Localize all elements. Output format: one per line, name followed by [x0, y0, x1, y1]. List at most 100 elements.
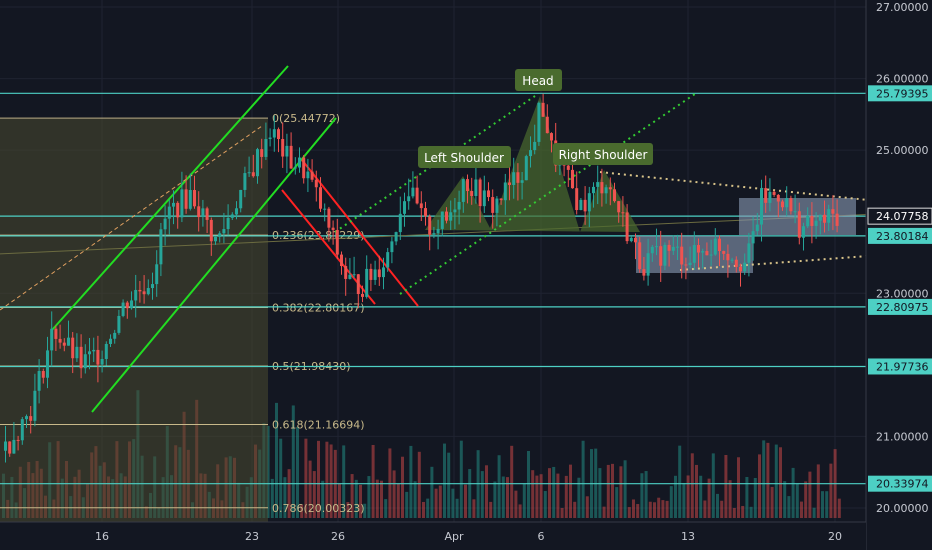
volume-bar [300, 504, 304, 518]
volume-bar [329, 444, 333, 518]
candle-body [214, 236, 217, 242]
candle-body [424, 208, 427, 217]
candle-body [453, 209, 457, 213]
candle-body [806, 215, 810, 227]
volume-bar [665, 500, 669, 518]
candle-body [520, 180, 524, 183]
candle-body [571, 169, 574, 189]
candle-body [751, 231, 755, 244]
volume-bar [287, 469, 291, 518]
volume-bar [531, 470, 535, 518]
volume-bar [602, 506, 606, 518]
volume-bar [569, 464, 572, 518]
candle-body [155, 264, 159, 285]
volume-bar [829, 463, 833, 518]
candle-body [814, 220, 818, 226]
volume-bar [464, 484, 467, 518]
candle-body [524, 156, 528, 181]
triangle-lower [679, 255, 869, 271]
volume-bar [573, 501, 577, 518]
volume-bar [711, 453, 715, 518]
candle-body [797, 211, 801, 238]
volume-bar [812, 507, 816, 518]
volume-bar [455, 498, 459, 518]
candle-body [760, 188, 763, 225]
candle-body [62, 342, 66, 346]
candle-body [46, 350, 49, 378]
fib-label: 0.786(20.00323) [272, 502, 365, 515]
candle-body [314, 179, 318, 188]
candle-body [516, 172, 520, 183]
volume-bar [745, 476, 749, 518]
volume-bar [661, 500, 665, 518]
candle-body [180, 189, 184, 218]
time-tick-label: 6 [538, 530, 545, 543]
time-tick-label: 13 [681, 530, 695, 543]
candle-body [100, 358, 104, 365]
candle-body [655, 246, 658, 248]
fib-zone [0, 119, 268, 550]
volume-bar [816, 464, 820, 518]
candle-body [789, 198, 793, 212]
candle-body [243, 173, 247, 190]
price-level-tag [867, 207, 932, 225]
candle-body [692, 245, 696, 263]
candle-body [33, 390, 37, 421]
falling-channel-upper [301, 159, 419, 307]
volume-bar [808, 471, 812, 518]
volume-bar [657, 497, 661, 518]
candle-body [781, 201, 784, 208]
price-level-tag-label: 20.33974 [876, 478, 929, 491]
candle-body [348, 274, 352, 279]
candle-body [323, 208, 327, 210]
volume-bar [619, 466, 623, 518]
candle-body [134, 289, 138, 301]
candle-body [369, 268, 373, 280]
volume-bar [443, 443, 446, 518]
candle-body [138, 289, 142, 292]
price-level-tag [868, 475, 932, 492]
candle-body [16, 439, 20, 441]
candle-body [117, 315, 121, 333]
candle-body [550, 133, 553, 141]
time-tick-label: 16 [95, 530, 109, 543]
candle-body [638, 242, 642, 270]
candle-body [151, 284, 154, 289]
candle-body [121, 302, 125, 316]
candle-body [310, 171, 314, 180]
volume-bar [724, 455, 728, 518]
volume-bar [669, 486, 673, 518]
volume-bar [401, 456, 404, 518]
volume-bar [459, 440, 463, 518]
candle-body [230, 214, 234, 218]
candle-body [449, 212, 453, 221]
volume-bar [543, 491, 547, 518]
volume-bar [560, 507, 564, 518]
candle-body [608, 187, 612, 190]
volume-bar [396, 483, 400, 518]
candle-body [226, 217, 230, 230]
candle-body [482, 190, 486, 207]
volume-bar [359, 484, 362, 518]
candle-body [600, 182, 604, 194]
volume-bar [732, 507, 736, 518]
volume-bar [291, 405, 295, 518]
volume-bar [682, 482, 686, 518]
volume-bar [480, 471, 484, 518]
candle-body [293, 167, 297, 169]
candle-body [125, 302, 129, 309]
candle-body [604, 187, 608, 194]
volume-bar [821, 491, 824, 518]
volume-bar [342, 445, 346, 518]
volume-bar [296, 426, 299, 518]
volume-bar [623, 460, 627, 518]
volume-bar [774, 444, 778, 518]
candle-body [667, 244, 671, 251]
volume-bar [518, 504, 522, 518]
candle-body [201, 208, 205, 218]
candle-body [75, 346, 79, 359]
candle-body [705, 251, 709, 256]
candle-body [247, 172, 251, 174]
candle-body [709, 254, 713, 256]
